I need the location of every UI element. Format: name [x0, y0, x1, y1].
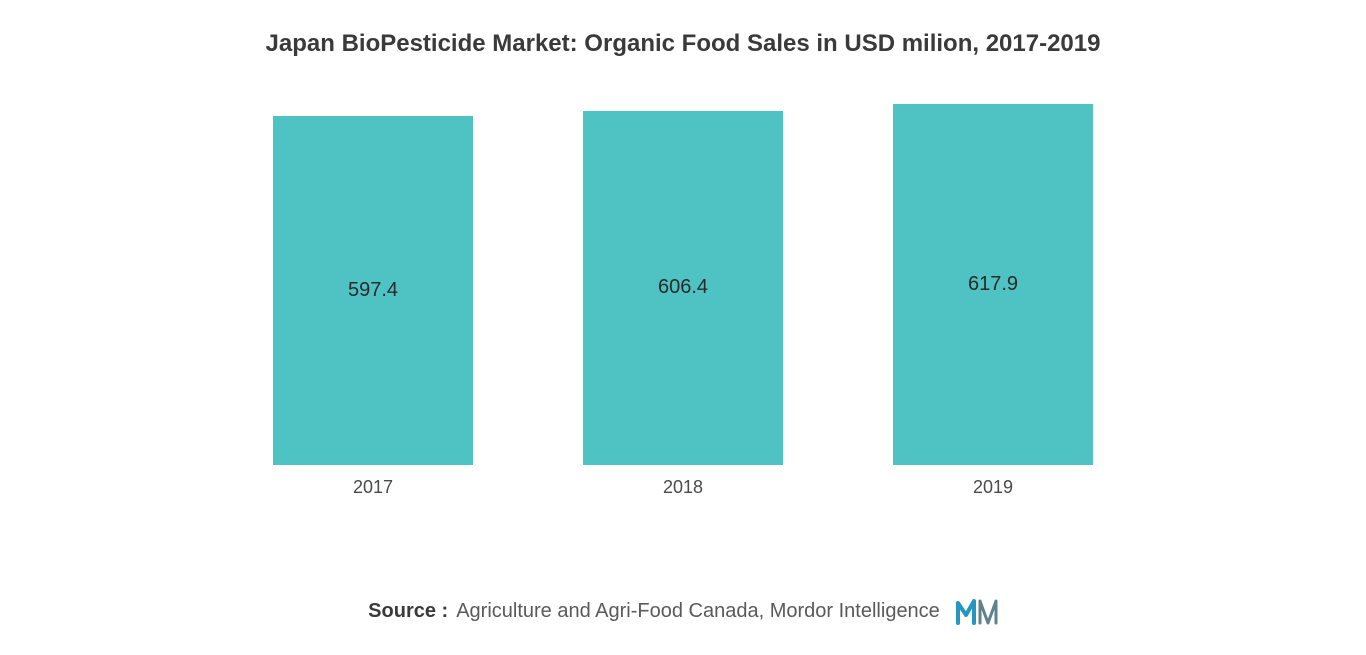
bar-2019: 617.9: [893, 104, 1093, 465]
source-label: Source :: [368, 600, 448, 623]
bar-value-2017: 597.4: [348, 279, 398, 302]
bars-area: 597.4 2017 606.4 2018 617.9 2019: [40, 118, 1326, 498]
bar-label-2017: 2017: [353, 477, 393, 498]
chart-title: Japan BioPesticide Market: Organic Food …: [40, 30, 1326, 58]
source-line: Source : Agriculture and Agri-Food Canad…: [0, 597, 1366, 625]
bar-value-2018: 606.4: [658, 276, 708, 299]
bar-value-2019: 617.9: [968, 273, 1018, 296]
bar-group-2017: 597.4 2017: [273, 116, 473, 498]
bar-group-2019: 617.9 2019: [893, 104, 1093, 498]
bar-2017: 597.4: [273, 116, 473, 465]
mordor-logo-icon: [956, 597, 998, 625]
bar-group-2018: 606.4 2018: [583, 111, 783, 499]
source-text: Agriculture and Agri-Food Canada, Mordor…: [456, 600, 940, 623]
bar-label-2019: 2019: [973, 477, 1013, 498]
bar-label-2018: 2018: [663, 477, 703, 498]
bar-2018: 606.4: [583, 111, 783, 466]
chart-container: Japan BioPesticide Market: Organic Food …: [0, 0, 1366, 655]
